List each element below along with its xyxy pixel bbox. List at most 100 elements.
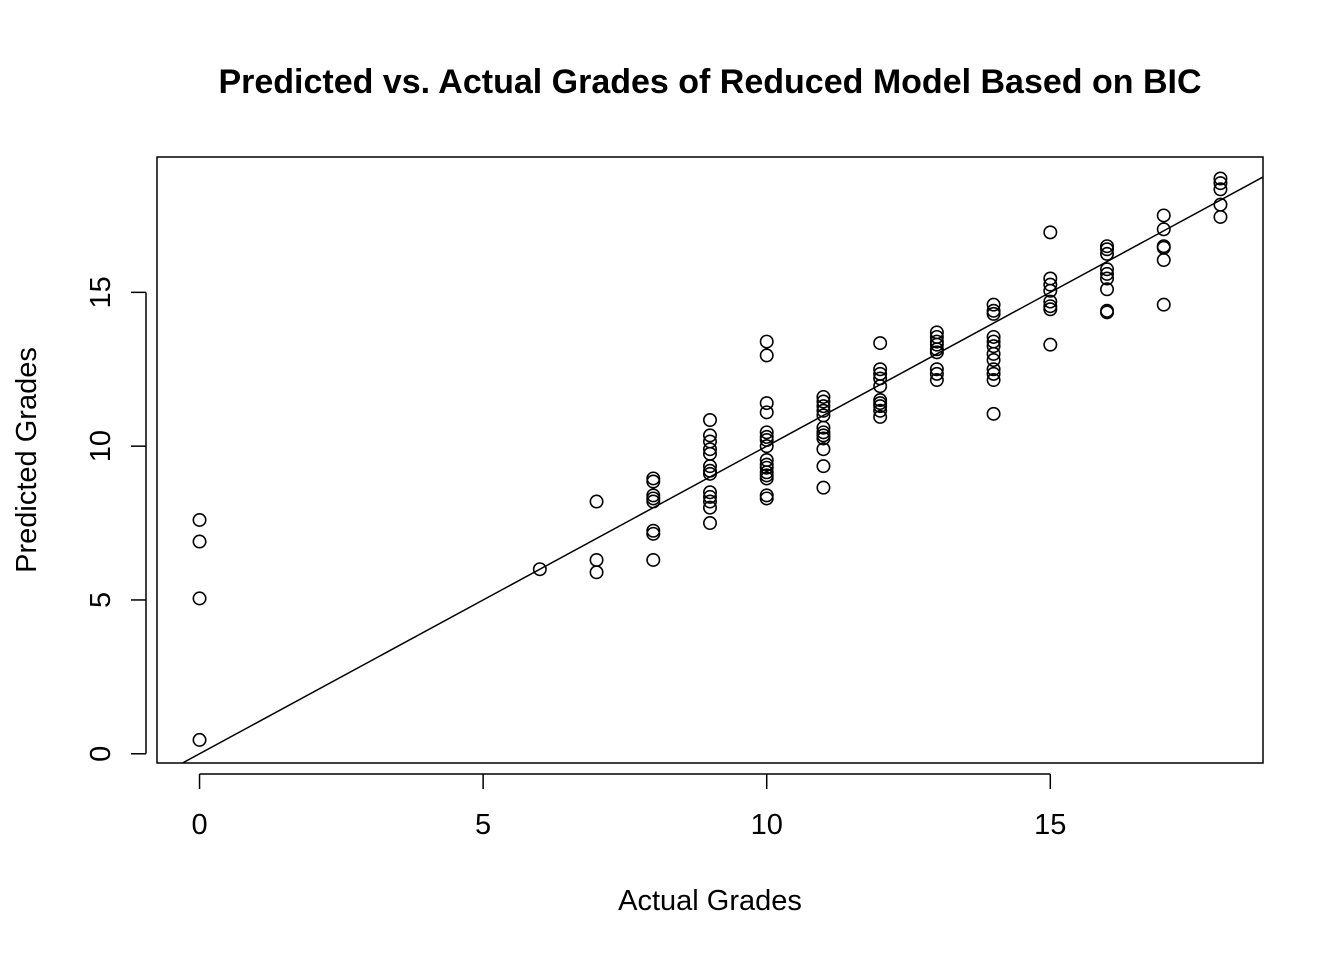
data-point (816, 480, 831, 495)
data-point (646, 494, 661, 509)
data-point (816, 399, 831, 414)
data-point (1043, 225, 1058, 240)
data-point (702, 459, 717, 474)
data-point (1100, 271, 1115, 286)
data-point (1156, 222, 1171, 237)
data-point (816, 442, 831, 457)
data-point (702, 428, 717, 443)
x-tick-label: 5 (475, 809, 491, 841)
data-point (759, 396, 774, 411)
data-point (986, 362, 1001, 377)
data-point (929, 345, 944, 360)
data-point (986, 306, 1001, 321)
data-point (1156, 297, 1171, 312)
data-point (192, 512, 207, 527)
data-point (1100, 305, 1115, 320)
data-point (1100, 262, 1115, 277)
data-point (986, 297, 1001, 312)
x-axis-label: Actual Grades (618, 885, 802, 917)
data-point (532, 562, 547, 577)
data-point (646, 526, 661, 541)
y-tick-label: 10 (85, 430, 117, 462)
data-point (759, 334, 774, 349)
data-point (759, 405, 774, 420)
data-point (702, 466, 717, 481)
data-point (873, 399, 888, 414)
data-point (702, 516, 717, 531)
data-point (929, 373, 944, 388)
data-point (816, 459, 831, 474)
data-point (873, 409, 888, 424)
data-point (986, 373, 1001, 388)
data-point (1213, 182, 1228, 197)
y-tick-label: 5 (85, 592, 117, 608)
data-point (816, 420, 831, 435)
data-point (759, 433, 774, 448)
data-point (759, 348, 774, 363)
data-point (816, 389, 831, 404)
x-axis: 0 5 10 15 (191, 773, 1066, 841)
data-point (702, 500, 717, 515)
data-point (1100, 242, 1115, 257)
chart-title: Predicted vs. Actual Grades of Reduced M… (218, 63, 1201, 101)
data-point (702, 489, 717, 504)
data-point (929, 362, 944, 377)
data-point (1043, 337, 1058, 352)
data-point (1213, 176, 1228, 191)
data-point (702, 413, 717, 428)
data-point (192, 732, 207, 747)
data-point (873, 336, 888, 351)
data-point (702, 494, 717, 509)
data-point (1156, 253, 1171, 268)
x-tick-label: 0 (191, 809, 207, 841)
data-point (1043, 283, 1058, 298)
data-point (986, 329, 1001, 344)
y-tick-label: 15 (85, 276, 117, 308)
y-tick-label: 0 (85, 746, 117, 762)
data-point (646, 552, 661, 567)
data-point (1213, 209, 1228, 224)
data-point (986, 406, 1001, 421)
data-point (873, 403, 888, 418)
data-point (873, 362, 888, 377)
data-point (192, 591, 207, 606)
data-point (589, 565, 604, 580)
data-point (759, 460, 774, 475)
data-point (1043, 302, 1058, 317)
y-axis: 0 5 10 15 (85, 276, 147, 762)
x-tick-label: 10 (751, 809, 783, 841)
data-point (816, 403, 831, 418)
data-point (759, 471, 774, 486)
data-point (1100, 282, 1115, 297)
data-point (1043, 294, 1058, 309)
y-axis-label: Predicted Grades (11, 347, 43, 573)
data-point (646, 474, 661, 489)
data-point (986, 346, 1001, 361)
plot-frame (156, 156, 1264, 764)
data-point (929, 337, 944, 352)
data-point (986, 353, 1001, 368)
data-point (1156, 208, 1171, 223)
data-point (759, 439, 774, 454)
data-point (816, 431, 831, 446)
data-point (1100, 266, 1115, 281)
plot-layer (156, 156, 1264, 764)
data-point (986, 366, 1001, 381)
data-point (986, 339, 1001, 354)
data-point (873, 371, 888, 386)
data-point (1100, 246, 1115, 261)
data-point (702, 485, 717, 500)
data-point (1043, 277, 1058, 292)
data-point (589, 494, 604, 509)
data-point (759, 491, 774, 506)
data-points (192, 171, 1228, 747)
data-point (929, 366, 944, 381)
data-point (873, 379, 888, 394)
x-tick-label: 15 (1034, 809, 1066, 841)
data-point (816, 394, 831, 409)
data-point (192, 534, 207, 549)
data-point (1213, 171, 1228, 186)
data-point (759, 425, 774, 440)
